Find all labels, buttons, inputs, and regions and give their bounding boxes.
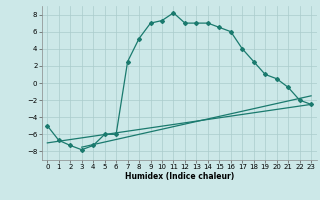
X-axis label: Humidex (Indice chaleur): Humidex (Indice chaleur)	[124, 172, 234, 181]
